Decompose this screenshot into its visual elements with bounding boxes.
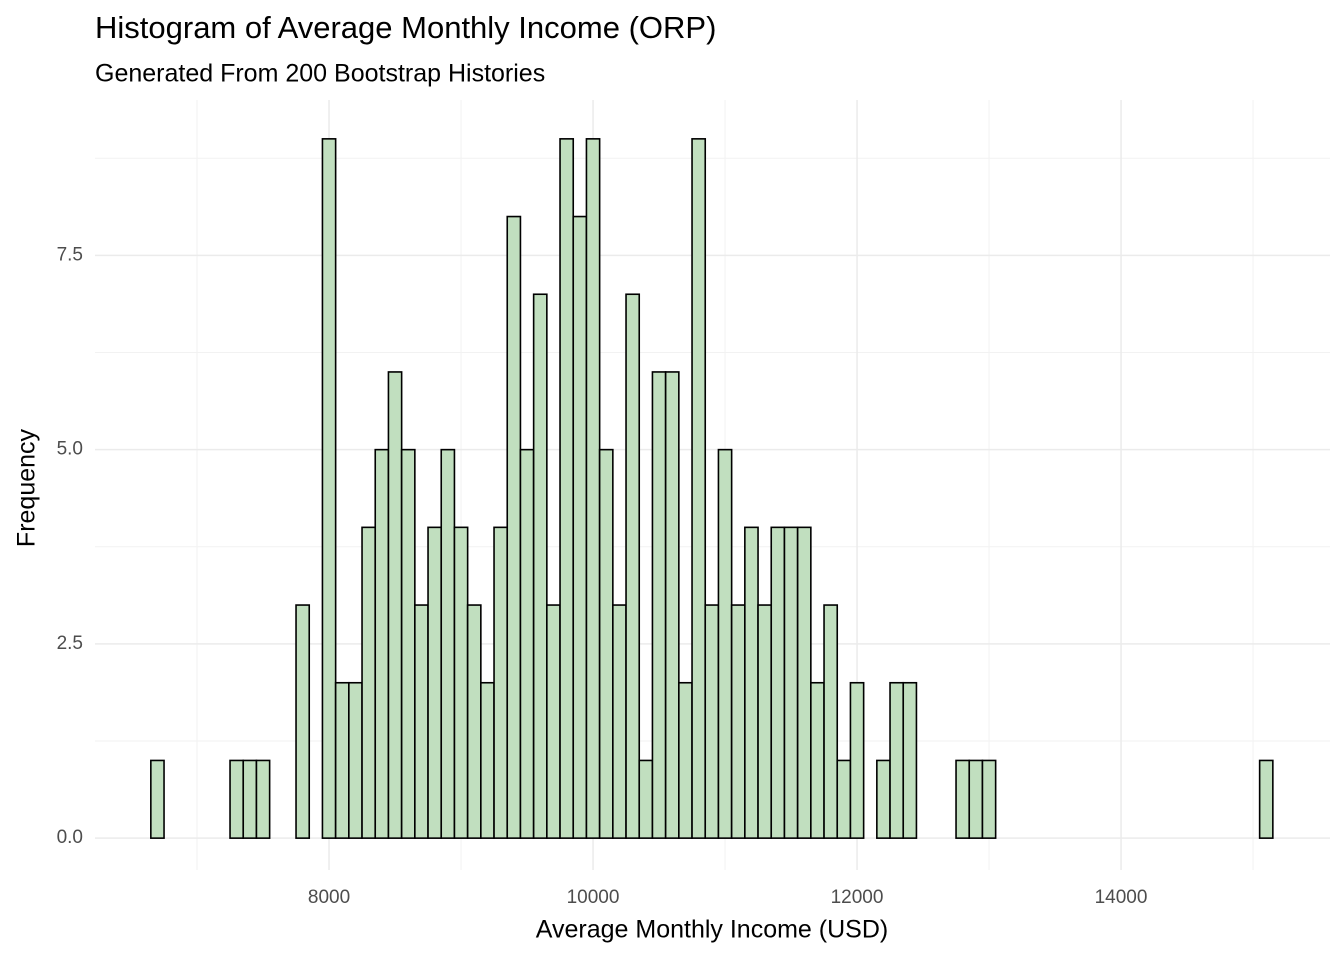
bar	[651, 371, 667, 839]
bar	[796, 526, 812, 839]
bar	[242, 759, 258, 839]
bar	[638, 759, 654, 839]
x-tick-label: 8000	[308, 887, 350, 908]
bar	[717, 448, 733, 839]
y-tick-label: 2.5	[57, 633, 83, 654]
bar	[625, 293, 641, 839]
bar	[1258, 759, 1274, 839]
bar	[559, 138, 575, 839]
bar	[466, 604, 482, 839]
y-axis-label: Frequency	[13, 428, 41, 547]
bar	[414, 604, 429, 839]
bar	[480, 681, 495, 839]
bar	[387, 371, 403, 839]
bar	[361, 526, 377, 839]
chart-subtitle: Generated From 200 Bootstrap Histories	[95, 60, 545, 88]
bar	[546, 604, 561, 839]
x-tick-label: 10000	[567, 887, 620, 908]
bar	[810, 681, 825, 839]
bar	[572, 215, 588, 839]
bar	[532, 293, 548, 839]
y-tick-label: 7.5	[57, 244, 83, 265]
bar	[453, 526, 469, 839]
bar	[150, 759, 165, 839]
chart-title: Histogram of Average Monthly Income (ORP…	[95, 10, 716, 45]
bar	[770, 526, 786, 839]
bar	[440, 448, 456, 839]
bar	[295, 604, 311, 839]
bar	[902, 681, 918, 839]
bar	[783, 526, 799, 839]
bar	[374, 448, 390, 839]
bar	[730, 604, 746, 839]
bar	[348, 681, 363, 839]
bar	[321, 138, 337, 839]
bar	[519, 448, 535, 839]
bar	[506, 215, 522, 839]
bar	[400, 448, 416, 839]
bar	[889, 681, 905, 839]
bar	[691, 138, 707, 839]
bar	[427, 526, 443, 839]
bar	[981, 759, 997, 839]
bar	[334, 681, 350, 839]
x-tick-label: 12000	[831, 887, 884, 908]
bar	[229, 759, 245, 839]
bar	[585, 138, 601, 839]
bar	[255, 759, 271, 839]
bar	[849, 681, 865, 839]
bar	[836, 759, 852, 839]
bar	[612, 604, 627, 839]
bar	[757, 604, 773, 839]
y-tick-label: 0.0	[57, 827, 83, 848]
bar	[823, 604, 839, 839]
bar	[968, 759, 984, 839]
bar	[704, 604, 720, 839]
bar	[678, 681, 693, 839]
bar	[598, 448, 614, 839]
bar	[955, 759, 971, 839]
x-tick-label: 14000	[1095, 887, 1148, 908]
bar	[744, 526, 759, 839]
y-tick-label: 5.0	[57, 439, 83, 460]
bar	[664, 371, 680, 839]
bar	[493, 526, 509, 839]
x-axis-label: Average Monthly Income (USD)	[536, 916, 888, 944]
bar	[876, 759, 891, 839]
